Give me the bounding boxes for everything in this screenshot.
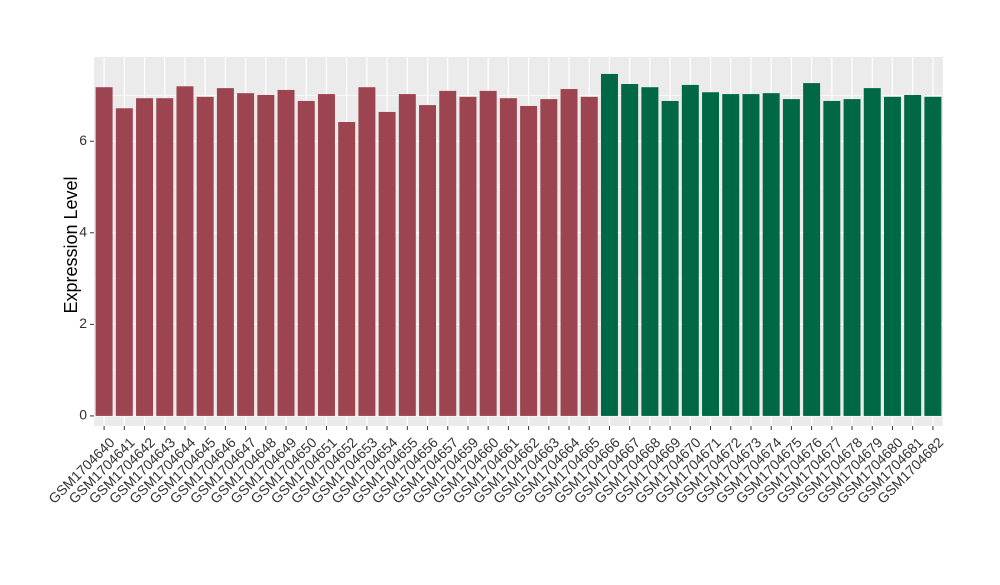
panel — [94, 57, 943, 426]
bar — [641, 87, 659, 416]
y-tick-label: 6 — [79, 132, 87, 148]
bar — [237, 93, 255, 416]
bar — [924, 96, 942, 416]
bar — [115, 108, 133, 416]
bar — [419, 105, 437, 416]
bar — [317, 94, 335, 416]
bar — [621, 84, 639, 416]
bar — [358, 87, 376, 416]
bar — [257, 94, 275, 416]
bar — [742, 94, 760, 416]
bar — [762, 93, 780, 416]
bar — [277, 89, 295, 416]
bar — [883, 96, 901, 416]
y-tick-label: 2 — [79, 315, 87, 331]
bar — [702, 92, 720, 416]
bar — [661, 100, 679, 416]
bar — [863, 88, 881, 416]
bar — [216, 88, 234, 416]
y-tick-label: 0 — [79, 407, 87, 423]
bar — [843, 99, 861, 416]
bar — [540, 99, 558, 416]
bar — [136, 98, 154, 416]
bar — [95, 87, 113, 416]
bar — [580, 96, 598, 416]
bar — [479, 90, 497, 416]
bar — [338, 122, 356, 416]
bar — [560, 89, 578, 416]
bar — [722, 94, 740, 416]
bar — [196, 96, 214, 416]
bar — [904, 94, 922, 416]
bar — [600, 73, 618, 416]
bar — [459, 96, 477, 416]
bar — [520, 105, 538, 416]
bar — [176, 86, 194, 416]
y-axis-label: Expression Level — [61, 176, 81, 313]
bar — [439, 90, 457, 416]
bar — [398, 94, 416, 416]
bar — [823, 100, 841, 416]
bar — [297, 100, 315, 416]
bar — [803, 83, 821, 416]
bar — [378, 111, 396, 416]
bar — [782, 99, 800, 416]
bar — [156, 98, 174, 416]
bar — [681, 84, 699, 416]
bar — [499, 98, 517, 416]
y-tick-label: 4 — [79, 224, 87, 240]
